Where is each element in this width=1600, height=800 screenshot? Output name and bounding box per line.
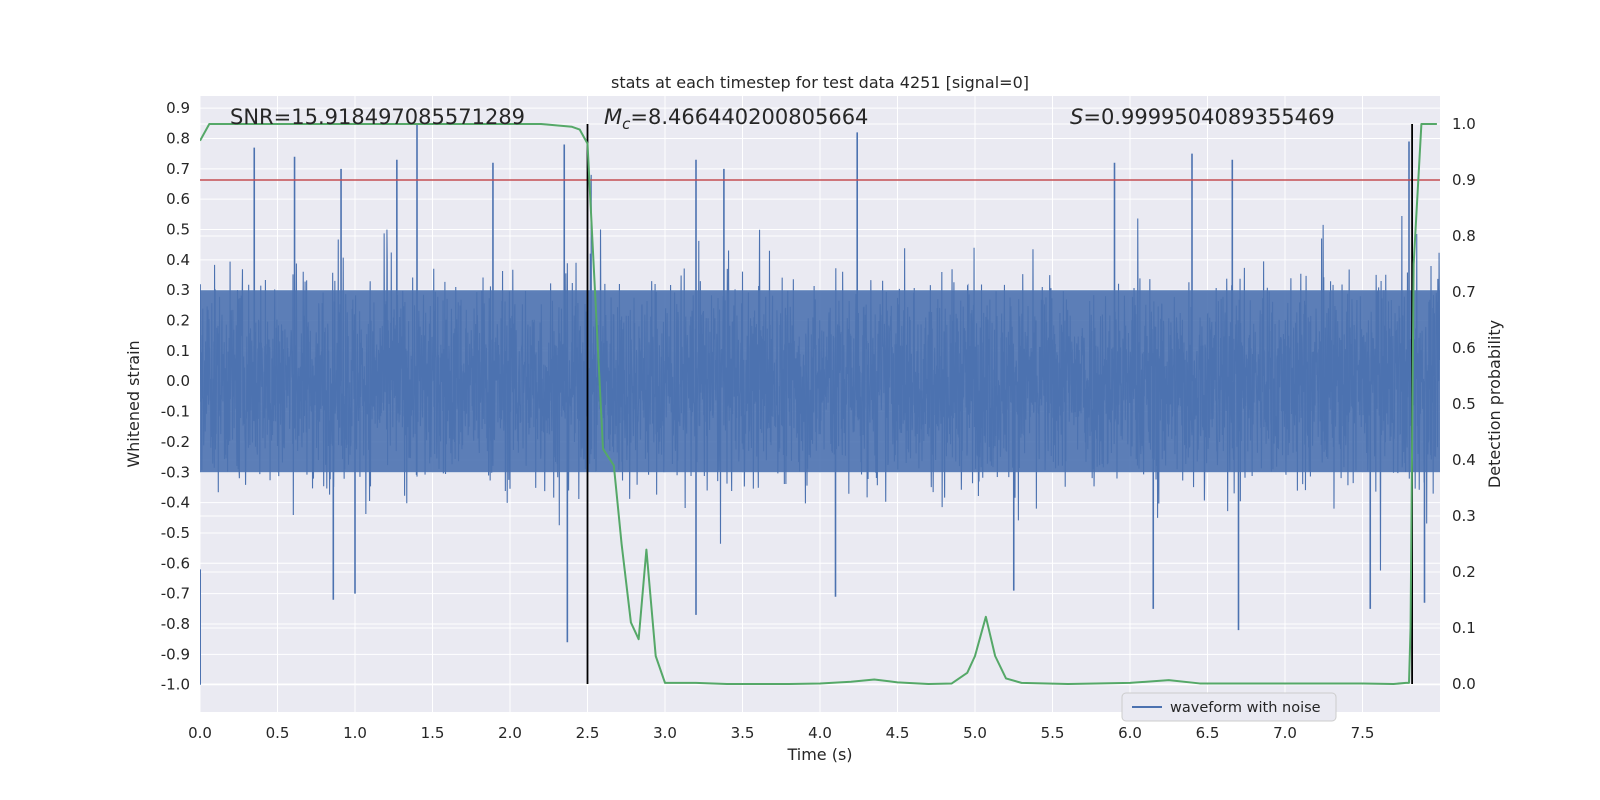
legend-label: waveform with noise [1170, 700, 1321, 716]
left-tick-label: 0.4 [166, 251, 190, 269]
left-axis-label: Whitened strain [124, 340, 143, 467]
right-tick-label: 0.1 [1452, 619, 1476, 637]
x-tick-label: 3.0 [653, 724, 677, 742]
probability-line [200, 123, 1437, 685]
x-tick-label: 5.0 [963, 724, 987, 742]
left-tick-label: 0.3 [166, 281, 190, 299]
left-tick-label: -0.5 [161, 524, 190, 542]
right-tick-label: 0.5 [1452, 395, 1476, 413]
right-tick-label: 0.2 [1452, 563, 1476, 581]
right-tick-label: 0.3 [1452, 507, 1476, 525]
x-tick-label: 2.0 [498, 724, 522, 742]
left-tick-label: -0.3 [161, 463, 190, 481]
x-tick-label: 5.5 [1041, 724, 1065, 742]
snr-annotation: SNR=15.918497085571289 [230, 105, 525, 129]
probability-series [200, 123, 1437, 685]
x-axis-label: Time (s) [786, 745, 852, 764]
left-tick-label: 0.1 [166, 342, 190, 360]
right-tick-label: 1.0 [1452, 115, 1476, 133]
right-tick-label: 0.4 [1452, 451, 1476, 469]
x-tick-label: 6.5 [1196, 724, 1220, 742]
x-tick-label: 0.5 [266, 724, 290, 742]
left-tick-label: -0.2 [161, 433, 190, 451]
chirp-mass-annotation: Mc=8.466440200805664 [604, 105, 868, 133]
x-tick-label: 3.5 [731, 724, 755, 742]
left-tick-label: 0.7 [166, 160, 190, 178]
left-tick-label: 0.8 [166, 129, 190, 147]
left-tick-label: -0.8 [161, 615, 190, 633]
right-tick-label: 0.9 [1452, 171, 1476, 189]
left-tick-label: 0.9 [166, 99, 190, 117]
right-tick-label: 0.6 [1452, 339, 1476, 357]
chirp-mass-symbol: M [604, 105, 622, 129]
x-tick-label: 7.0 [1273, 724, 1297, 742]
left-tick-labels: 0.9 0.8 0.7 0.6 0.5 0.4 0.3 0.2 0.1 0.0 -0.1 -0.2 -0… [161, 99, 190, 694]
x-tick-label: 6.0 [1118, 724, 1142, 742]
right-axis-label: Detection probability [1485, 320, 1504, 488]
left-tick-label: -0.6 [161, 554, 190, 572]
left-tick-label: -0.7 [161, 585, 190, 603]
x-tick-labels: 0.0 0.5 1.0 1.5 2.0 2.5 3.0 3.5 4.0 4.5 5.0 5.5 6.0 6… [188, 724, 1374, 742]
left-tick-label: 0.2 [166, 312, 190, 330]
chirp-mass-value: =8.466440200805664 [630, 105, 868, 129]
x-tick-label: 2.5 [576, 724, 600, 742]
legend: waveform with noise [1121, 692, 1337, 722]
x-tick-label: 0.0 [188, 724, 212, 742]
right-tick-label: 0.0 [1452, 675, 1476, 693]
right-tick-labels: 1.0 0.9 0.8 0.7 0.6 0.5 0.4 0.3 0.2 0.1 0.0 [1452, 115, 1476, 693]
left-tick-label: -0.4 [161, 494, 190, 512]
x-tick-label: 4.5 [886, 724, 910, 742]
left-tick-label: 0.0 [166, 372, 190, 390]
left-tick-label: 0.6 [166, 190, 190, 208]
x-tick-label: 4.0 [808, 724, 832, 742]
left-tick-label: 0.5 [166, 221, 190, 239]
score-annotation: S=0.9999504089355469 [1070, 105, 1335, 129]
left-tick-label: -1.0 [161, 676, 190, 694]
x-tick-label: 1.0 [343, 724, 367, 742]
right-tick-label: 0.7 [1452, 283, 1476, 301]
chart-title: stats at each timestep for test data 425… [611, 73, 1029, 92]
score-value: =0.9999504089355469 [1083, 105, 1334, 129]
waveform-core-band [200, 290, 1440, 473]
chirp-mass-subscript: c [622, 115, 631, 133]
waveform-series [200, 123, 1440, 685]
right-tick-label: 0.8 [1452, 227, 1476, 245]
legend-box [1121, 692, 1337, 722]
x-tick-label: 1.5 [421, 724, 445, 742]
left-tick-label: -0.9 [161, 645, 190, 663]
left-tick-label: -0.1 [161, 403, 190, 421]
x-tick-label: 7.5 [1351, 724, 1375, 742]
score-symbol: S [1070, 105, 1083, 129]
